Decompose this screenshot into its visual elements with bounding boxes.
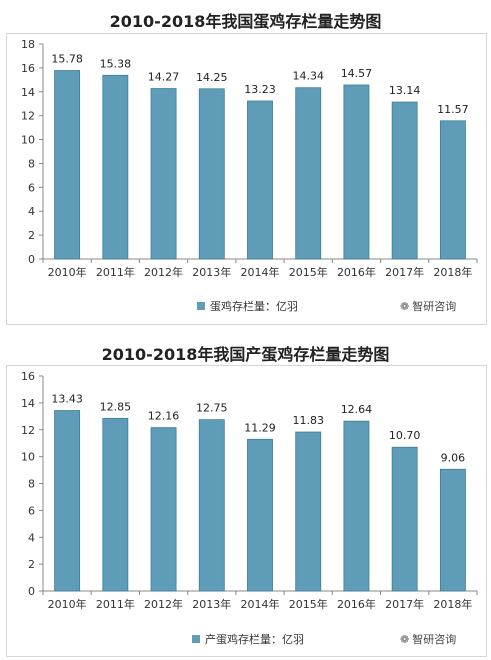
watermark: ❁ 智研咨询 — [400, 631, 456, 647]
bar — [295, 87, 322, 260]
chart-2-legend: 产蛋鸡存栏量：亿羽 — [192, 631, 304, 647]
data-label: 9.06 — [441, 451, 466, 464]
bar — [439, 468, 466, 592]
data-label: 12.75 — [196, 402, 228, 415]
data-label: 14.27 — [148, 71, 180, 84]
wechat-icon: ❁ — [400, 299, 410, 313]
bar — [150, 88, 177, 260]
bar — [391, 101, 418, 260]
y-tick-label: 16 — [21, 62, 35, 75]
data-label: 15.38 — [100, 57, 132, 70]
y-tick-label: 12 — [21, 110, 35, 123]
x-tick-label: 2017年 — [385, 597, 424, 611]
data-label: 15.78 — [51, 53, 83, 66]
x-tick-label: 2013年 — [192, 265, 231, 279]
bar — [102, 417, 129, 592]
bar — [198, 419, 225, 592]
y-tick-label: 4 — [28, 205, 35, 218]
y-tick-label: 14 — [21, 397, 35, 410]
chart-1-plot: 0 2 4 6 8 10 12 14 16 18 15.78 2010年 15.38 2011年 14.27… — [21, 38, 478, 279]
x-tick-label: 2014年 — [241, 265, 280, 279]
y-tick-label: 12 — [21, 424, 35, 437]
watermark-text: 智研咨询 — [412, 633, 457, 646]
data-label: 12.85 — [100, 400, 132, 413]
y-tick-label: 6 — [28, 504, 35, 517]
chart-2-title: 2010-2018年我国产蛋鸡存栏量走势图 — [101, 345, 390, 364]
y-tick-label: 10 — [21, 451, 35, 464]
watermark-text: 智研咨询 — [412, 300, 457, 313]
data-label: 11.83 — [292, 414, 324, 427]
data-label: 11.57 — [437, 103, 469, 116]
data-label: 14.34 — [292, 70, 324, 83]
bar — [295, 431, 322, 592]
y-tick-label: 10 — [21, 134, 35, 147]
x-tick-label: 2018年 — [433, 597, 472, 611]
data-label: 13.14 — [389, 84, 421, 97]
y-tick-label: 2 — [28, 229, 35, 242]
chart-2-frame: 0 2 4 6 8 10 12 14 16 13.43 2010年 12.85 2011年 12.16 20… — [6, 365, 487, 657]
legend-label: 蛋鸡存栏量：亿羽 — [210, 300, 298, 313]
chart-1-legend: 蛋鸡存栏量：亿羽 — [197, 298, 298, 314]
bar — [54, 70, 81, 260]
x-tick-label: 2017年 — [385, 265, 424, 279]
y-tick-label: 8 — [28, 157, 35, 170]
chart-2-plot: 0 2 4 6 8 10 12 14 16 13.43 2010年 12.85 2011年 12.16 20… — [21, 370, 478, 611]
y-tick-label: 6 — [28, 181, 35, 194]
data-label: 12.16 — [148, 410, 180, 423]
x-tick-label: 2018年 — [433, 265, 472, 279]
bar — [54, 410, 81, 592]
x-tick-label: 2016年 — [337, 265, 376, 279]
x-tick-label: 2015年 — [289, 265, 328, 279]
data-label: 14.57 — [341, 67, 373, 80]
x-tick-label: 2014年 — [241, 597, 280, 611]
chart-1-title: 2010-2018年我国蛋鸡存栏量走势图 — [109, 12, 382, 31]
data-label: 14.25 — [196, 71, 228, 84]
bar — [247, 100, 273, 260]
chart-1-frame: 0 2 4 6 8 10 12 14 16 18 15.78 2010年 15.38 2011年 14.27… — [6, 33, 487, 325]
data-label: 12.64 — [341, 403, 373, 416]
y-tick-label: 0 — [28, 253, 35, 266]
data-label: 13.23 — [244, 83, 276, 96]
legend-label: 产蛋鸡存栏量：亿羽 — [205, 633, 304, 646]
y-tick-label: 14 — [21, 86, 35, 99]
x-tick-label: 2016年 — [337, 597, 376, 611]
y-tick-label: 4 — [28, 531, 35, 544]
bar — [247, 438, 273, 592]
x-tick-label: 2010年 — [48, 597, 87, 611]
y-tick-label: 0 — [28, 585, 35, 598]
x-tick-label: 2011年 — [96, 265, 135, 279]
legend-swatch — [197, 302, 205, 310]
x-tick-label: 2010年 — [48, 265, 87, 279]
wechat-icon: ❁ — [400, 632, 410, 646]
bar — [439, 120, 466, 260]
x-tick-label: 2015年 — [289, 597, 328, 611]
x-tick-label: 2013年 — [192, 597, 231, 611]
y-tick-label: 2 — [28, 558, 35, 571]
x-tick-label: 2012年 — [144, 597, 183, 611]
bar — [391, 446, 418, 592]
bar — [343, 420, 370, 592]
data-label: 13.43 — [51, 393, 83, 406]
y-tick-label: 16 — [21, 370, 35, 383]
bar — [198, 88, 225, 260]
y-tick-label: 8 — [28, 478, 35, 491]
bar — [150, 427, 177, 592]
bar — [102, 74, 129, 260]
x-tick-label: 2011年 — [96, 597, 135, 611]
y-tick-label: 18 — [21, 38, 35, 51]
bar — [343, 84, 370, 260]
data-label: 11.29 — [244, 421, 276, 434]
data-label: 10.70 — [389, 429, 421, 442]
watermark: ❁ 智研咨询 — [400, 298, 456, 314]
x-tick-label: 2012年 — [144, 265, 183, 279]
legend-swatch — [192, 635, 200, 643]
